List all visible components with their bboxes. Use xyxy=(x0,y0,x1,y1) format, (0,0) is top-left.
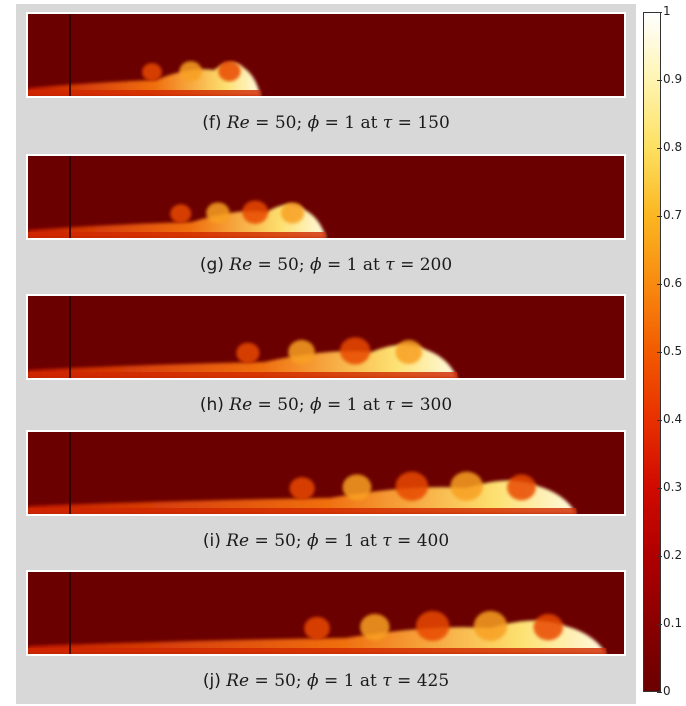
simulation-panel: (f) Re = 50; ϕ = 1 at τ = 150 xyxy=(26,12,626,133)
vortex-billow xyxy=(395,339,423,365)
panel-caption: (i) Re = 50; ϕ = 1 at τ = 400 xyxy=(202,531,450,551)
vortex-billow xyxy=(304,616,330,640)
colorbar-tick-mark xyxy=(657,216,662,217)
simulation-panel: (g) Re = 50; ϕ = 1 at τ = 200 xyxy=(26,154,626,275)
colorbar-tick-mark xyxy=(657,12,662,13)
vortex-billow xyxy=(242,200,269,224)
concentration-field-image xyxy=(26,430,626,516)
vortex-billow xyxy=(533,613,564,641)
colorbar-tick-mark xyxy=(657,284,662,285)
vortex-billow xyxy=(340,337,371,365)
concentration-field-image xyxy=(26,12,626,98)
colorbar-tick-label: 0.1 xyxy=(663,616,683,630)
colorbar-tick-label: 0.5 xyxy=(663,344,683,358)
colorbar-tick-label: 0.3 xyxy=(663,480,683,494)
vortex-billow xyxy=(218,61,241,82)
colorbar-tick-mark xyxy=(657,624,662,625)
colorbar-tick-mark xyxy=(657,148,662,149)
colorbar-tick-mark xyxy=(657,352,662,353)
colorbar-tick-label: 0.2 xyxy=(663,548,683,562)
colorbar-tick-label: 0.8 xyxy=(663,140,683,154)
concentration-field-image xyxy=(26,294,626,380)
vortex-billow xyxy=(342,474,372,501)
vortex-billow xyxy=(289,477,315,500)
simulation-panel: (j) Re = 50; ϕ = 1 at τ = 425 xyxy=(26,570,626,691)
vortex-billow xyxy=(507,474,536,501)
colorbar-tick-label: 0.9 xyxy=(663,72,683,86)
colorbar-tick-mark xyxy=(657,420,662,421)
panel-caption: (j) Re = 50; ϕ = 1 at τ = 425 xyxy=(202,671,450,691)
colorbar-tick-label: 0.6 xyxy=(663,276,683,290)
vortex-billow xyxy=(206,202,230,224)
vortex-billow xyxy=(395,471,429,501)
vortex-billow xyxy=(170,204,192,224)
vortex-billow xyxy=(288,339,315,365)
panel-caption: (g) Re = 50; ϕ = 1 at τ = 200 xyxy=(199,255,453,275)
colorbar-tick-mark xyxy=(657,556,662,557)
vortex-billow xyxy=(142,63,162,81)
concentration-field-image xyxy=(26,570,626,656)
vortex-billow xyxy=(360,613,390,641)
colorbar-tick-label: 0.7 xyxy=(663,208,683,222)
vortex-billow xyxy=(280,202,305,224)
vortex-billow xyxy=(450,471,483,501)
panel-caption: (h) Re = 50; ϕ = 1 at τ = 300 xyxy=(199,395,453,415)
simulation-panel: (h) Re = 50; ϕ = 1 at τ = 300 xyxy=(26,294,626,415)
panel-caption: (f) Re = 50; ϕ = 1 at τ = 150 xyxy=(202,113,450,133)
colorbar-tick-mark xyxy=(657,80,662,81)
colorbar-tick-label: 0.4 xyxy=(663,412,683,426)
colorbar-tick-label: 0 xyxy=(663,684,671,698)
vortex-billow xyxy=(473,610,508,642)
colorbar-tick-mark xyxy=(657,692,662,693)
simulation-panel: (i) Re = 50; ϕ = 1 at τ = 400 xyxy=(26,430,626,551)
colorbar-tick-label: 1 xyxy=(663,4,671,18)
concentration-field-image xyxy=(26,154,626,240)
colorbar-tick-mark xyxy=(657,488,662,489)
vortex-billow xyxy=(415,610,450,642)
figure-panel-stack: (f) Re = 50; ϕ = 1 at τ = 150 (g) Re = 5… xyxy=(16,4,636,704)
vortex-billow xyxy=(236,342,260,364)
vortex-billow xyxy=(179,61,202,82)
